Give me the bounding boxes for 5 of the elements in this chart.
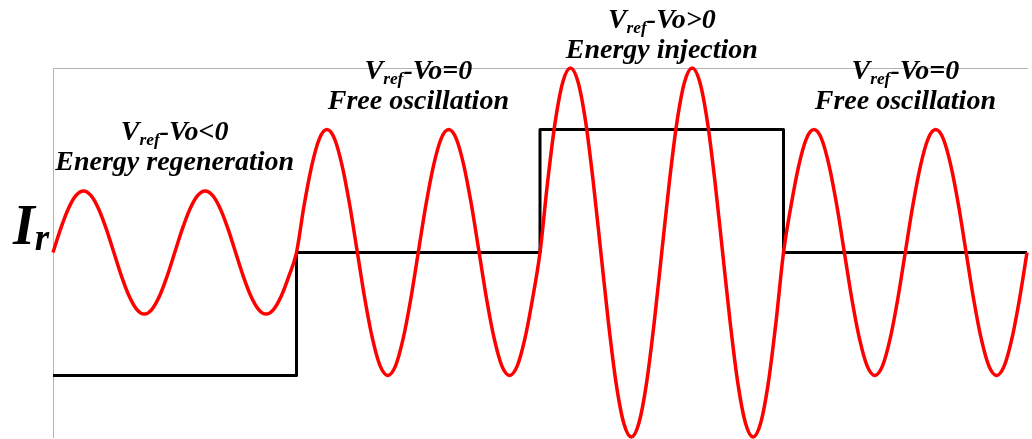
annotation: V$_{ref}$-Vo=0 Free oscillation <box>814 53 996 115</box>
annotation: V$_{ref}$-Vo<0 Energy regeneration <box>55 114 295 176</box>
y-axis-title: I$_{r}$ <box>13 193 50 258</box>
text: V$_{ref}$-Vo>0 Energy injection <box>565 3 758 64</box>
annotation: V$_{ref}$-Vo=0 Free oscillation <box>327 53 509 115</box>
